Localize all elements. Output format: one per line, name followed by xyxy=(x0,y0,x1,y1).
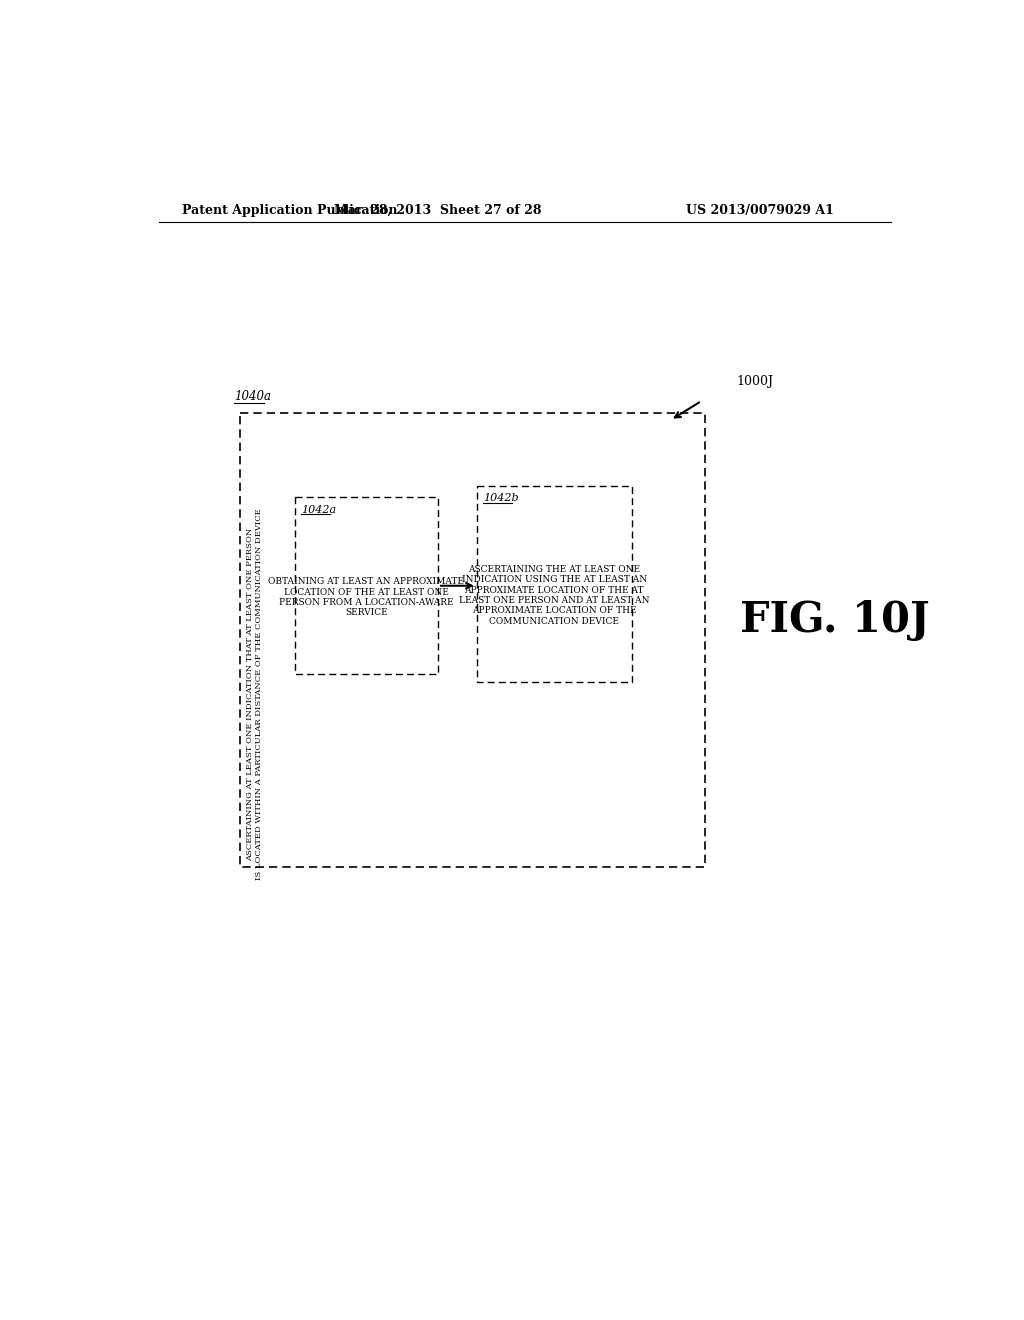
Bar xyxy=(477,486,632,682)
Text: 1040a: 1040a xyxy=(234,391,271,404)
Text: 1042b: 1042b xyxy=(483,492,518,503)
Text: FIG. 10J: FIG. 10J xyxy=(740,599,930,642)
Bar xyxy=(241,412,706,867)
Text: 1000J: 1000J xyxy=(736,375,773,388)
Text: OBTAINING AT LEAST AN APPROXIMATE
LOCATION OF THE AT LEAST ONE
PERSON FROM A LOC: OBTAINING AT LEAST AN APPROXIMATE LOCATI… xyxy=(268,577,464,618)
Text: ASCERTAINING THE AT LEAST ONE
INDICATION USING THE AT LEAST AN
APPROXIMATE LOCAT: ASCERTAINING THE AT LEAST ONE INDICATION… xyxy=(459,565,649,626)
Text: Mar. 28, 2013  Sheet 27 of 28: Mar. 28, 2013 Sheet 27 of 28 xyxy=(334,205,542,218)
Bar xyxy=(295,498,438,675)
Text: ASCERTAINING AT LEAST ONE INDICATION THAT AT LEAST ONE PERSON
IS LOCATED WITHIN : ASCERTAINING AT LEAST ONE INDICATION THA… xyxy=(246,508,263,880)
Text: 1042a: 1042a xyxy=(301,504,336,515)
Text: Patent Application Publication: Patent Application Publication xyxy=(182,205,397,218)
Text: US 2013/0079029 A1: US 2013/0079029 A1 xyxy=(686,205,834,218)
